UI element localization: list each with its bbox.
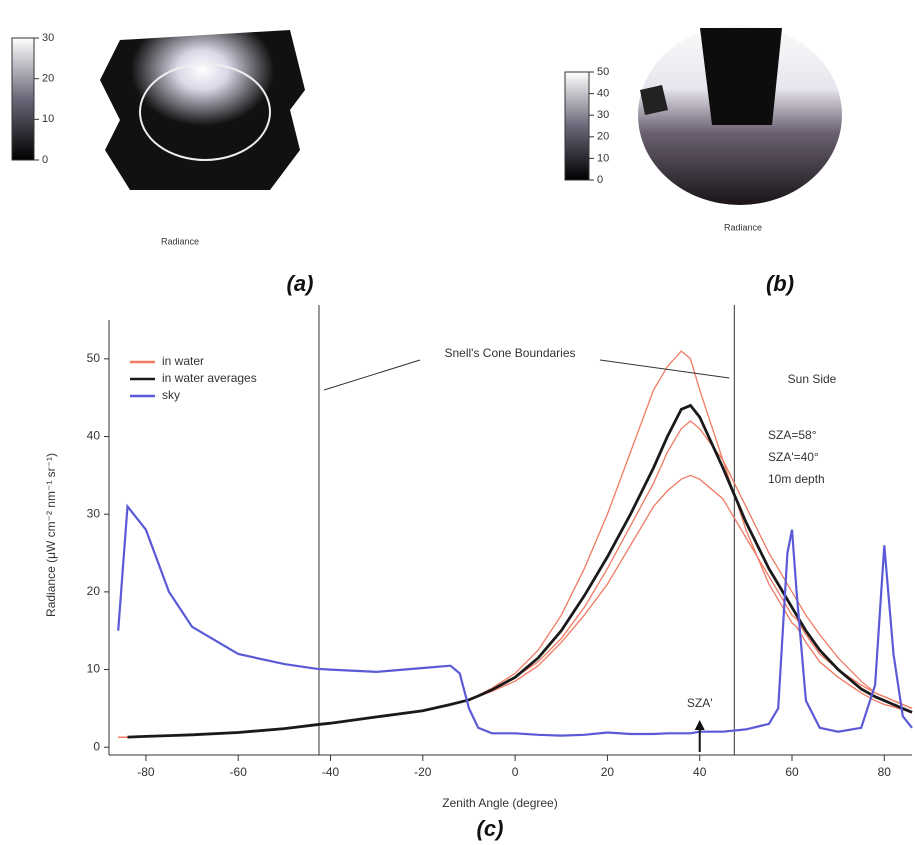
annotation: 10m depth [768, 472, 825, 486]
arrow [324, 360, 420, 390]
y-tick-label: 40 [87, 429, 101, 443]
colorbar-tick-label: 30 [42, 32, 54, 44]
colorbar-a [12, 38, 34, 160]
y-tick-label: 50 [87, 351, 101, 365]
image-label: Radiance [161, 236, 199, 246]
x-tick-label: 60 [785, 765, 799, 779]
page: {"images": [ {"caption": "(a)", "label":… [0, 0, 915, 845]
y-tick-label: 20 [87, 584, 101, 598]
colorbar-b [565, 72, 589, 180]
y-axis-label: Radiance (μW cm⁻² nm⁻¹ sr⁻¹) [44, 453, 58, 617]
series-line [118, 421, 912, 737]
colorbar-tick-label: 50 [597, 66, 609, 78]
x-tick-label: -40 [322, 765, 340, 779]
image-a [100, 30, 305, 190]
caption: (b) [766, 271, 794, 296]
caption: (c) [477, 816, 504, 841]
arrow [600, 360, 729, 378]
colorbar-tick-label: 0 [597, 174, 603, 186]
annotation: SZA'=40° [768, 450, 819, 464]
y-tick-label: 0 [93, 739, 100, 753]
colorbar-tick-label: 40 [597, 88, 609, 100]
legend-label: in water averages [162, 371, 257, 385]
shadow [700, 28, 782, 125]
colorbar-tick-label: 0 [42, 154, 48, 166]
x-tick-label: -20 [414, 765, 432, 779]
colorbar-tick-label: 20 [42, 73, 54, 85]
marker-label: SZA' [687, 696, 713, 710]
x-tick-label: 0 [512, 765, 519, 779]
x-tick-label: 80 [878, 765, 892, 779]
x-tick-label: -80 [137, 765, 155, 779]
x-tick-label: -60 [230, 765, 248, 779]
x-axis-label: Zenith Angle (degree) [442, 796, 557, 810]
marker-head [695, 720, 705, 730]
legend-label: sky [162, 388, 180, 402]
annotation: SZA=58° [768, 428, 817, 442]
image-label: Radiance [724, 222, 762, 232]
x-tick-label: 20 [601, 765, 615, 779]
legend-label: in water [162, 354, 204, 368]
colorbar-tick-label: 10 [597, 152, 609, 164]
y-tick-label: 10 [87, 662, 101, 676]
annotation: Sun Side [788, 372, 837, 386]
colorbar-tick-label: 20 [597, 131, 609, 143]
colorbar-tick-label: 10 [42, 113, 54, 125]
caption: (a) [287, 271, 314, 296]
series-line [118, 506, 912, 735]
y-tick-label: 30 [87, 506, 101, 520]
colorbar-tick-label: 30 [597, 109, 609, 121]
annotation: Snell's Cone Boundaries [444, 346, 575, 360]
x-tick-label: 40 [693, 765, 707, 779]
figure: Radiance Radiance (a) (b) (c) Zenith Ang… [0, 0, 915, 845]
